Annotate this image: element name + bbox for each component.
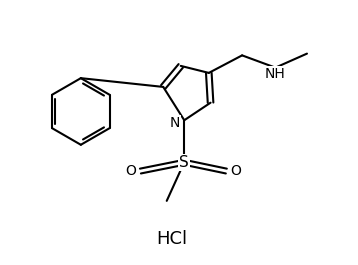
Text: O: O <box>231 164 242 178</box>
Text: O: O <box>125 164 136 178</box>
Text: NH: NH <box>265 67 286 81</box>
Text: HCl: HCl <box>156 231 188 248</box>
Text: S: S <box>179 155 189 170</box>
Text: N: N <box>170 116 180 130</box>
